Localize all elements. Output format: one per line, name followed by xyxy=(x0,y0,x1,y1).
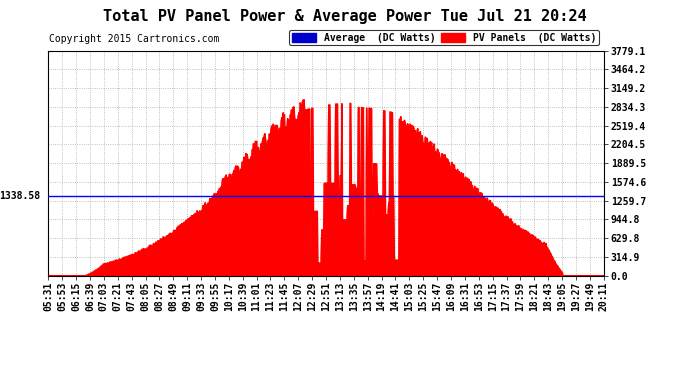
Text: Copyright 2015 Cartronics.com: Copyright 2015 Cartronics.com xyxy=(50,34,220,44)
Text: Total PV Panel Power & Average Power Tue Jul 21 20:24: Total PV Panel Power & Average Power Tue… xyxy=(104,9,586,24)
Legend: Average  (DC Watts), PV Panels  (DC Watts): Average (DC Watts), PV Panels (DC Watts) xyxy=(289,30,599,45)
Text: 1338.58: 1338.58 xyxy=(0,191,41,201)
